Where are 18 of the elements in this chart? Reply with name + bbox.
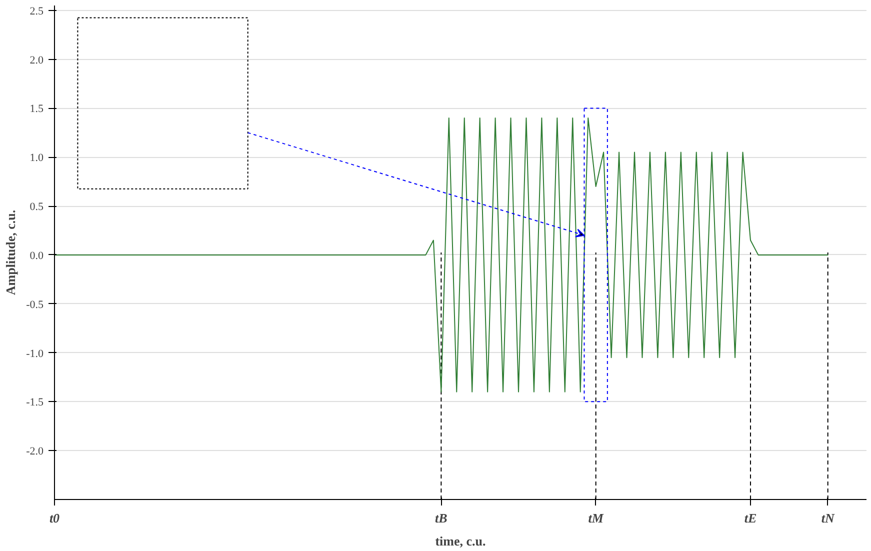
- y-tick-label: -0.5: [26, 298, 44, 311]
- line-series: [54, 117, 828, 392]
- x-axis-title: time, c.u.: [435, 534, 486, 548]
- x-tick-label: tE: [744, 510, 757, 526]
- x-tick-label: tM: [588, 510, 604, 526]
- y-tick-label: 0.5: [30, 201, 44, 214]
- x-tick-label: tN: [821, 510, 835, 526]
- y-tick-label: -1.5: [26, 396, 44, 409]
- y-tick-label: -2.0: [26, 446, 44, 458]
- y-axis-title: Amplitude, c.u.: [3, 210, 18, 296]
- y-tick-label: 2.0: [30, 54, 44, 66]
- y-tick-label: 0.0: [30, 250, 44, 262]
- y-tick-label: 1.0: [30, 152, 44, 164]
- x-tick-label: t0: [49, 510, 60, 526]
- x-tick-label: tB: [435, 510, 448, 526]
- y-tick-label: -1.0: [26, 348, 44, 360]
- y-tick-label: 2.5: [30, 5, 44, 18]
- y-tick-label: 1.5: [30, 103, 44, 116]
